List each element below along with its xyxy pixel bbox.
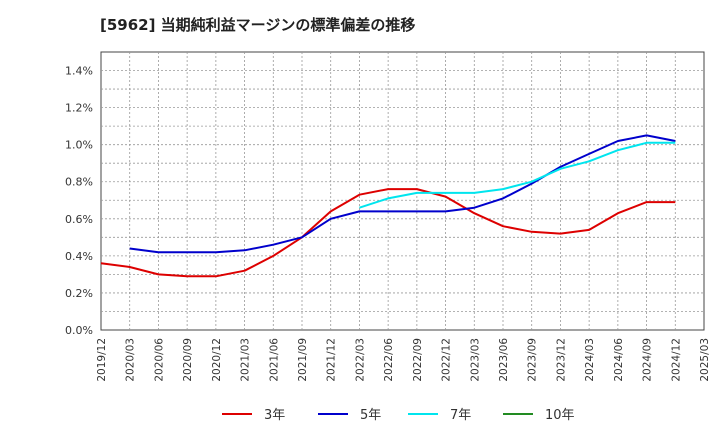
x-tick-label: 2020/03 [125,338,137,382]
plot-area [100,51,705,331]
y-tick-label: 0.2% [65,287,93,300]
x-tick-label: 2023/06 [498,338,510,382]
series-line-7年 [359,141,676,209]
legend-label: 10年 [545,408,575,423]
chart-title: [5962] 当期純利益マージンの標準偏差の推移 [100,16,416,34]
x-tick-label: 2024/09 [642,338,654,382]
x-tick-label: 2020/09 [182,338,194,382]
x-tick-label: 2024/12 [670,338,682,382]
x-tick-label: 2022/12 [441,338,453,382]
x-tick-label: 2023/12 [555,338,567,382]
x-tick-label: 2020/12 [211,338,223,382]
x-tick-label: 2021/06 [268,338,280,382]
x-tick-label: 2022/09 [412,338,424,382]
x-tick-label: 2022/06 [383,338,395,382]
y-tick-label: 0.4% [65,250,93,263]
legend-label: 3年 [264,408,285,423]
y-tick-label: 0.0% [65,324,93,337]
x-tick-label: 2021/12 [326,338,338,382]
x-tick-label: 2022/03 [354,338,366,382]
x-tick-label: 2024/03 [584,338,596,382]
legend-label: 5年 [360,408,381,423]
y-tick-label: 1.4% [65,65,93,78]
x-tick-label: 2023/03 [469,338,481,382]
y-tick-label: 1.0% [65,139,93,152]
y-tick-label: 1.2% [65,102,93,115]
y-tick-label: 0.6% [65,213,93,226]
series-line-5年 [129,134,676,254]
x-tick-label: 2020/06 [153,338,165,382]
series-line-3年 [100,188,676,278]
x-tick-label: 2019/12 [96,338,108,382]
x-tick-label: 2021/09 [297,338,309,382]
x-tick-label: 2023/09 [527,338,539,382]
x-tick-label: 2025/03 [699,338,711,382]
x-tick-label: 2021/03 [240,338,252,382]
y-tick-label: 0.8% [65,176,93,189]
x-tick-label: 2024/06 [613,338,625,382]
legend-label: 7年 [450,408,471,423]
